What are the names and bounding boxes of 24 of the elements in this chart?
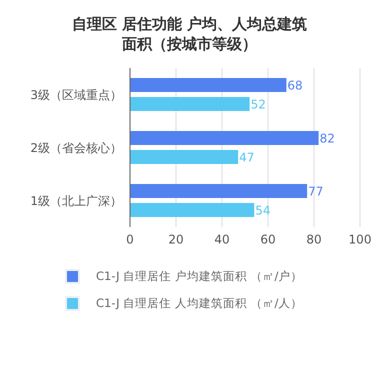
data-label: 82 <box>320 131 335 146</box>
bar <box>130 97 250 111</box>
legend-label: C1-J 自理居住 户均建筑面积 （㎡/户） <box>96 269 302 284</box>
data-label: 77 <box>308 184 324 198</box>
data-label: 68 <box>287 78 303 92</box>
y-tick-label: 1级（北上广深） <box>30 194 122 208</box>
data-label: 47 <box>239 150 254 164</box>
x-tick-label: 20 <box>168 232 184 247</box>
x-tick-label: 80 <box>306 232 322 247</box>
x-tick-label: 40 <box>214 232 230 247</box>
bar <box>130 131 319 145</box>
data-label: 54 <box>255 203 270 218</box>
bar <box>130 78 286 92</box>
chart-title: 自理区 居住功能 户均、人均总建筑面积（按城市等级） <box>70 14 308 54</box>
x-tick-label: 0 <box>126 232 134 247</box>
y-tick-label: 2级（省会核心） <box>30 140 122 155</box>
bar <box>130 184 308 198</box>
x-tick-label: 100 <box>348 232 372 247</box>
y-tick-label: 3级（区域重点） <box>30 88 122 102</box>
legend-label: C1-J 自理居住 人均建筑面积 （㎡/人） <box>96 296 302 311</box>
bar <box>130 203 254 217</box>
x-tick-label: 60 <box>260 232 276 247</box>
bar <box>130 150 238 164</box>
data-label: 52 <box>250 97 266 112</box>
